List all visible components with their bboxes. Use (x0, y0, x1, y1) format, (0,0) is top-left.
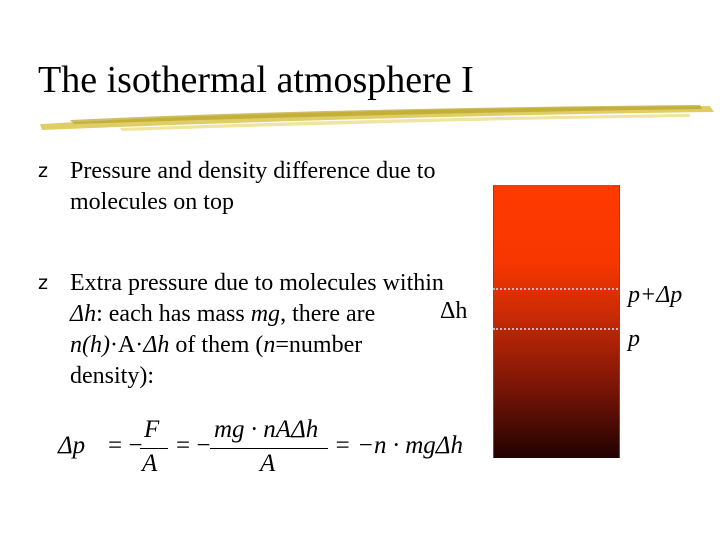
eq-fraction-bar-2 (210, 448, 328, 449)
eq-result: = −n · mgΔh (334, 432, 463, 459)
title-underline-swoosh (40, 105, 714, 131)
eq-F: F (144, 416, 160, 443)
bullet-text: Pressure and density difference due to m… (70, 158, 436, 215)
lower-layer-line (493, 328, 618, 330)
eq-equals-1: = − (108, 432, 143, 459)
eq-numerator: mg · nAΔh (214, 416, 319, 443)
pressure-equation: Δp = − F A = − mg · nAΔh A = −n · mgΔh (58, 416, 478, 482)
bullet-marker: z (38, 160, 48, 182)
bullet-pressure-density: z Pressure and density difference due to… (38, 156, 458, 218)
atmosphere-column (493, 185, 620, 458)
eq-fraction-bar-1 (140, 448, 168, 449)
slide-title: The isothermal atmosphere I (38, 59, 474, 101)
eq-A-1: A (142, 450, 158, 477)
upper-layer-line (493, 288, 618, 290)
eq-A-2: A (260, 450, 276, 477)
bullet-marker: z (38, 272, 48, 294)
eq-delta-p: Δp (58, 432, 86, 459)
eq-equals-2: = − (176, 432, 211, 459)
delta-h-label: Δh (440, 298, 468, 324)
bullet-extra-pressure: z Extra pressure due to molecules within… (38, 268, 448, 392)
bullet-text: Extra pressure due to molecules within Δ… (70, 270, 444, 389)
pressure-top-label: p+Δp (628, 282, 683, 308)
pressure-bottom-label: p (628, 326, 640, 352)
